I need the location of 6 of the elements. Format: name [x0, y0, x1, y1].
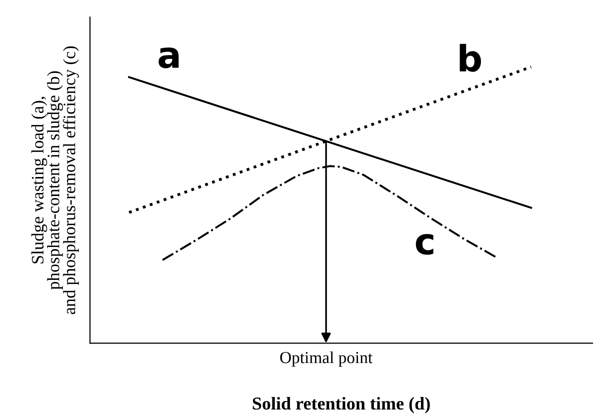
text: Optimal point [280, 351, 372, 367]
series-label: b [460, 44, 481, 72]
series-label: c [416, 234, 434, 255]
y-axis-title: Sludge wasting load (a), phosphate-content in sludge (b) and phosphorus-removal efficiency (c) [31, 46, 79, 314]
series-label: a [158, 48, 179, 68]
x-axis-title: Solid retention time (d) [252, 396, 430, 414]
